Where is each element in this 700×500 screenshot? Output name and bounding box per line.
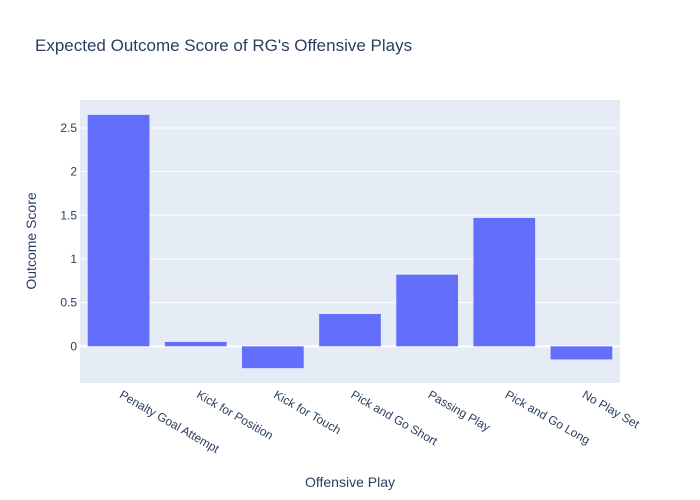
bar: [319, 313, 381, 347]
bar: [242, 346, 304, 369]
bar: [87, 114, 150, 347]
x-tick-label: Pick and Go Long: [503, 387, 593, 447]
y-tick-label: 0.5: [60, 296, 77, 310]
y-axis-title: Outcome Score: [23, 192, 39, 289]
bar: [473, 217, 536, 347]
bar: [164, 341, 227, 347]
x-tick-label: No Play Set: [580, 387, 642, 431]
bar: [396, 274, 458, 347]
x-axis-title: Offensive Play: [305, 474, 395, 490]
chart-title: Expected Outcome Score of RG's Offensive…: [35, 36, 412, 55]
y-tick-label: 1.5: [60, 208, 77, 222]
bar: [550, 346, 613, 360]
y-tick-label: 2.5: [60, 121, 77, 135]
y-tick-label: 1: [70, 252, 77, 266]
bars: [87, 114, 613, 369]
y-tick-label: 0: [70, 339, 77, 353]
x-tick-label: Kick for Touch: [271, 387, 343, 437]
x-tick-label: Passing Play: [426, 387, 493, 434]
y-tick-labels: 0 0.5 1 1.5 2 2.5: [60, 121, 77, 353]
y-tick-label: 2: [70, 165, 77, 179]
